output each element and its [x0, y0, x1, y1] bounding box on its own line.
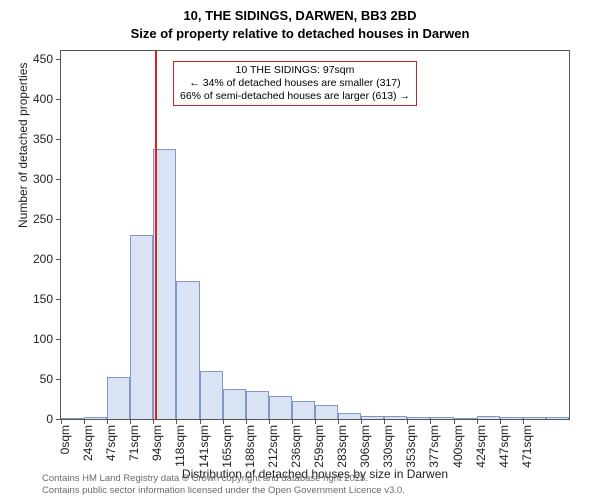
footer-attribution: Contains HM Land Registry data © Crown c… [42, 473, 405, 496]
x-tick-label: 47sqm [104, 425, 118, 461]
y-tick [56, 179, 61, 180]
x-tick-label: 24sqm [81, 425, 95, 461]
histogram-bar [407, 417, 430, 419]
histogram-bar [500, 417, 523, 419]
annotation-line: 66% of semi-detached houses are larger (… [180, 90, 410, 103]
y-tick [56, 139, 61, 140]
x-tick [200, 419, 201, 424]
y-tick-label: 150 [33, 292, 53, 306]
y-tick [56, 299, 61, 300]
y-tick-label: 400 [33, 92, 53, 106]
histogram-bar [338, 413, 361, 419]
x-tick [315, 419, 316, 424]
x-tick [223, 419, 224, 424]
plot-area: Distribution of detached houses by size … [60, 50, 570, 420]
y-tick-label: 300 [33, 172, 53, 186]
histogram-bar [523, 417, 546, 419]
x-tick-label: 259sqm [312, 425, 326, 468]
x-tick [430, 419, 431, 424]
x-tick-label: 283sqm [335, 425, 349, 468]
y-tick-label: 100 [33, 332, 53, 346]
x-tick [84, 419, 85, 424]
histogram-bar [361, 416, 384, 419]
histogram-bar [477, 416, 500, 419]
chart-title-line2: Size of property relative to detached ho… [0, 26, 600, 41]
y-tick [56, 339, 61, 340]
x-tick-label: 447sqm [497, 425, 511, 468]
histogram-bar [430, 417, 453, 419]
x-tick-label: 118sqm [173, 425, 187, 467]
histogram-bar [246, 391, 269, 419]
y-tick [56, 99, 61, 100]
y-tick [56, 379, 61, 380]
x-tick [246, 419, 247, 424]
footer-line1: Contains HM Land Registry data © Crown c… [42, 473, 405, 484]
x-tick [292, 419, 293, 424]
histogram-bar [107, 377, 130, 419]
x-tick [384, 419, 385, 424]
x-tick-label: 165sqm [220, 425, 234, 468]
histogram-bar [84, 417, 107, 419]
x-tick-label: 306sqm [358, 425, 372, 468]
x-tick [107, 419, 108, 424]
x-tick-label: 94sqm [150, 425, 164, 461]
x-tick [176, 419, 177, 424]
y-axis-label: Number of detached properties [16, 63, 30, 228]
x-tick [477, 419, 478, 424]
x-tick-label: 188sqm [243, 425, 257, 468]
x-tick [269, 419, 270, 424]
y-tick [56, 259, 61, 260]
histogram-bar [454, 418, 477, 419]
x-tick-label: 0sqm [58, 425, 72, 454]
footer-line2: Contains public sector information licen… [42, 485, 405, 496]
histogram-bar [61, 418, 84, 419]
y-tick-label: 350 [33, 132, 53, 146]
annotation-box: 10 THE SIDINGS: 97sqm← 34% of detached h… [173, 61, 417, 106]
y-tick [56, 59, 61, 60]
x-tick [523, 419, 524, 424]
histogram-bar [315, 405, 338, 419]
x-tick-label: 212sqm [266, 425, 280, 468]
x-tick-label: 471sqm [520, 425, 534, 468]
y-tick-label: 0 [46, 412, 53, 426]
chart-container: 10, THE SIDINGS, DARWEN, BB3 2BD Size of… [0, 0, 600, 500]
x-tick [61, 419, 62, 424]
annotation-line: ← 34% of detached houses are smaller (31… [180, 77, 410, 90]
x-tick [338, 419, 339, 424]
chart-title-line1: 10, THE SIDINGS, DARWEN, BB3 2BD [0, 8, 600, 23]
histogram-bar [269, 396, 292, 419]
y-tick-label: 200 [33, 252, 53, 266]
property-marker-line [155, 51, 157, 419]
histogram-bar [384, 416, 407, 419]
y-tick-label: 250 [33, 212, 53, 226]
y-tick [56, 219, 61, 220]
x-tick [407, 419, 408, 424]
x-tick-label: 424sqm [474, 425, 488, 468]
x-tick-label: 236sqm [289, 425, 303, 468]
histogram-bar [200, 371, 223, 419]
x-tick-label: 400sqm [451, 425, 465, 468]
x-tick [454, 419, 455, 424]
x-tick-label: 377sqm [427, 425, 441, 468]
x-tick [130, 419, 131, 424]
histogram-bar [223, 389, 246, 419]
x-tick [500, 419, 501, 424]
histogram-bar [546, 417, 569, 419]
histogram-bar [292, 401, 315, 419]
x-tick-label: 71sqm [127, 425, 141, 461]
histogram-bar [176, 281, 199, 419]
y-tick-label: 50 [40, 372, 53, 386]
annotation-line: 10 THE SIDINGS: 97sqm [180, 64, 410, 77]
x-tick [153, 419, 154, 424]
y-tick-label: 450 [33, 52, 53, 66]
histogram-bar [130, 235, 153, 419]
x-tick-label: 141sqm [197, 425, 211, 468]
x-tick-label: 330sqm [381, 425, 395, 468]
x-tick-label: 353sqm [404, 425, 418, 468]
x-tick [361, 419, 362, 424]
